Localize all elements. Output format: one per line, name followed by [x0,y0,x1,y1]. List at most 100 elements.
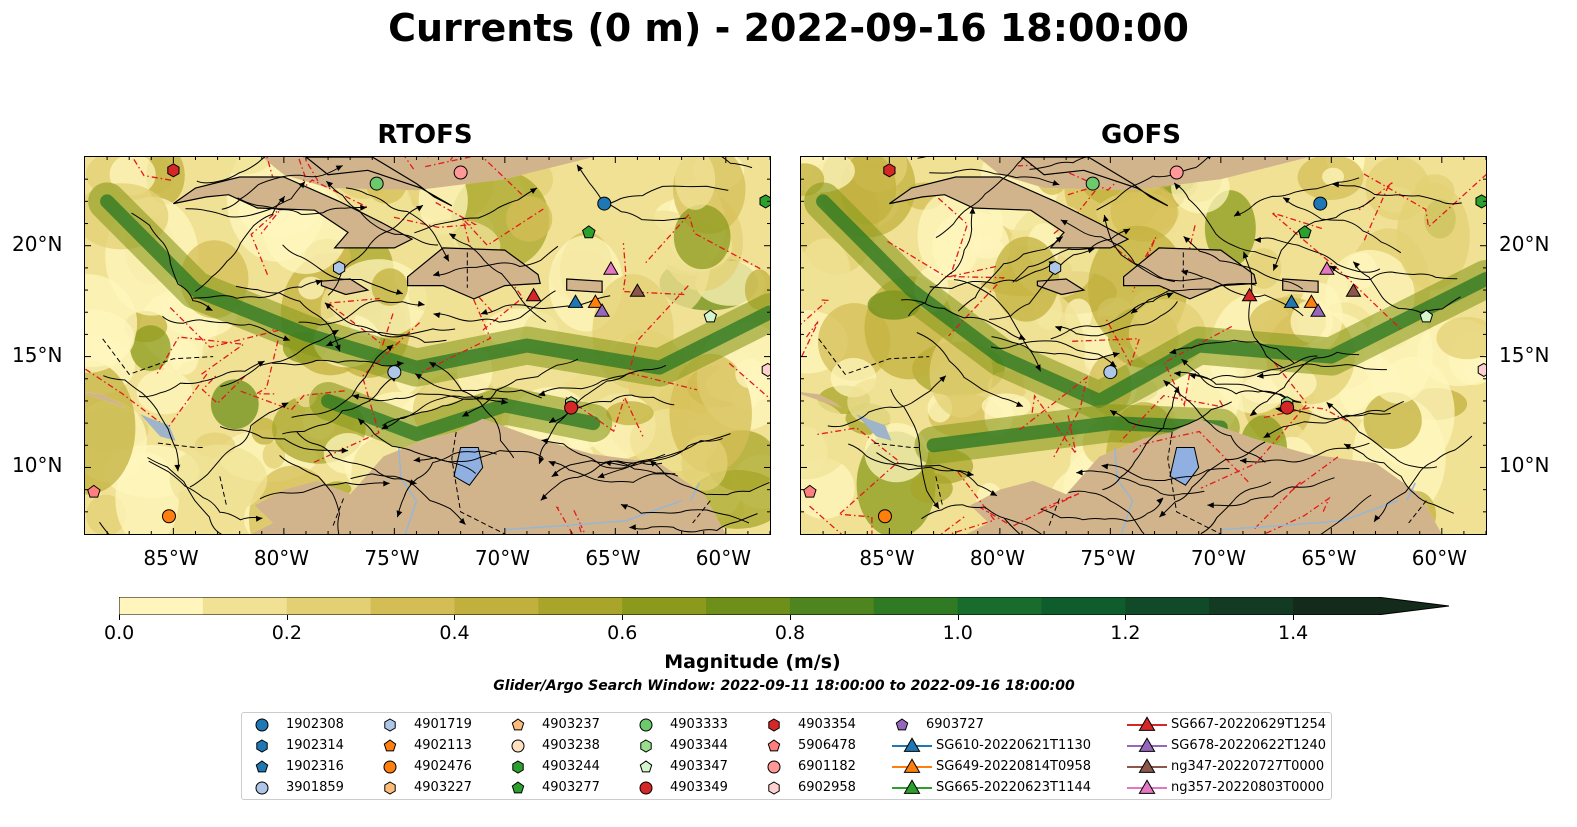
legend-marker [768,718,780,732]
obs-marker-ng357-20220803t0000 [603,260,619,275]
rivers [1114,447,1416,534]
colorbar-tick-label: 0.0 [104,622,135,644]
lat-tick-label-left: 10°N [12,453,63,478]
colorbar-tick-label: 0.8 [774,622,806,644]
legend-marker [639,760,653,773]
colorbar-tick [119,615,120,620]
colorbar-tick [454,615,456,620]
colorbar-bin [1209,597,1294,615]
obs-marker-4903349 [564,400,579,415]
colorbar-bin [1125,597,1210,615]
lat-tick-label-right: 15°N [1499,342,1550,367]
colorbar-tick [789,615,791,620]
frame-ticks [801,157,1486,534]
colorbar-tick [957,615,959,620]
lon-tick-label: 60°W [1411,546,1468,570]
legend-label: SG610-20220621T1130 [936,738,1092,753]
legend-marker [255,718,269,732]
legend-label: 6901182 [798,759,856,774]
legend-circle-icon [255,781,269,795]
legend-label: ng347-20220727T0000 [1171,759,1325,774]
obs-marker-6902958 [761,362,770,377]
legend-marker [892,779,932,794]
colorbar-label: Magnitude (m/s) [664,651,841,673]
colorbar-bin [538,597,623,615]
legend-label: ng357-20220803T0000 [1171,780,1325,795]
legend-marker [384,718,396,732]
legend-label: SG667-20220629T1254 [1171,717,1327,732]
legend-marker [255,760,269,773]
legend-marker [255,781,269,795]
gofs-map-canvas [801,157,1486,534]
legend-marker [383,739,397,752]
obs-marker-4903333 [1085,176,1100,191]
legend-marker [512,760,524,774]
legend-hexagon-icon [768,781,780,795]
obs-marker-sg678-20220622t1240 [1310,303,1326,317]
lat-tick-label-right: 20°N [1499,231,1550,256]
colorbar [119,597,1450,615]
colorbar-tick [286,615,288,620]
lat-tick-label-left: 20°N [12,231,63,256]
obs-marker-4903333 [369,176,384,191]
lon-tick-label: 65°W [585,546,641,570]
legend-marker [1127,758,1167,773]
land [889,157,1319,300]
obs-marker-5906478 [803,484,817,498]
colorbar-bin [286,597,372,615]
legend-marker [892,737,932,752]
colorbar-tick [622,615,624,620]
legend-marker [640,739,652,753]
obs-marker-4903244 [1475,194,1486,209]
lon-tick-label: 65°W [1301,546,1357,570]
lon-tick-label: 60°W [695,546,752,570]
legend-triangle-icon [903,737,921,752]
obs-marker-sg610-20220621t1130 [567,294,584,308]
legend-pentagon-icon [383,739,397,752]
obs-marker-4903354 [167,163,180,178]
legend-hexagon-icon [384,781,396,795]
legend-label: 1902316 [286,759,344,774]
legend-pentagon-icon [767,739,781,752]
legend-hexagon-icon [384,718,396,732]
current-magnitude-field [85,157,770,534]
obs-marker-4903349 [1280,400,1295,415]
current-streamlines [827,157,1473,534]
legend-marker [767,760,781,774]
lat-tick-label-left: 15°N [12,342,63,367]
colorbar-bin [1293,597,1378,615]
colorbar-tick-label: 1.2 [1110,622,1141,644]
obs-marker-ng357-20220803t0000 [1319,260,1335,275]
lon-tick-label: 75°W [364,546,420,570]
colorbar-tick-label: 1.0 [942,622,973,644]
country-borders [818,252,1427,534]
obs-marker-6901182 [453,165,468,180]
lon-tick-label: 75°W [1080,546,1136,570]
lon-tick-label: 70°W [1190,546,1247,570]
obs-marker-ng347-20220727t0000 [1345,283,1362,297]
current-magnitude-field [801,157,1486,534]
lon-tick-label: 85°W [143,546,199,570]
legend-label: 4903349 [670,780,728,795]
obs-marker-4903347 [1419,309,1434,323]
gofs-map [800,156,1487,535]
colorbar-bin [1041,597,1126,615]
legend-hexagon-icon [512,760,524,774]
colorbar-extend-arrow [1376,597,1449,615]
legend-marker [1127,716,1167,731]
legend-label: 4903227 [414,780,472,795]
frame-ticks [85,157,770,534]
legend-circle-icon [255,718,269,732]
panel-title-rtofs: RTOFS [377,120,473,150]
legend-hexagon-icon [640,739,652,753]
obs-marker-4903347 [703,309,718,323]
obs-marker-6902958 [1477,362,1486,377]
legend-marker [1127,737,1167,752]
colorbar-bin [957,597,1042,615]
legend-marker [895,718,909,731]
rivers [398,447,700,534]
obs-marker-sg667-20220629t1254 [525,287,542,302]
colorbar-bin [370,597,455,615]
obs-marker-sg678-20220622t1240 [594,303,610,317]
legend-marker [639,781,653,795]
